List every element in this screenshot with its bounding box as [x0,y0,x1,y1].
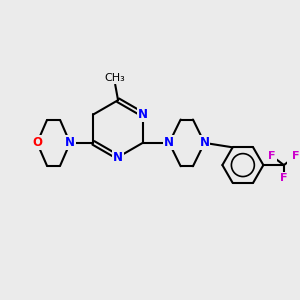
Text: N: N [200,136,209,149]
Text: F: F [292,151,300,161]
Text: O: O [32,136,42,149]
Text: N: N [113,151,123,164]
Text: N: N [65,136,75,149]
Text: F: F [280,173,288,183]
Text: N: N [138,108,148,121]
Text: N: N [164,136,174,149]
Text: F: F [268,151,276,161]
Text: CH₃: CH₃ [105,73,126,83]
